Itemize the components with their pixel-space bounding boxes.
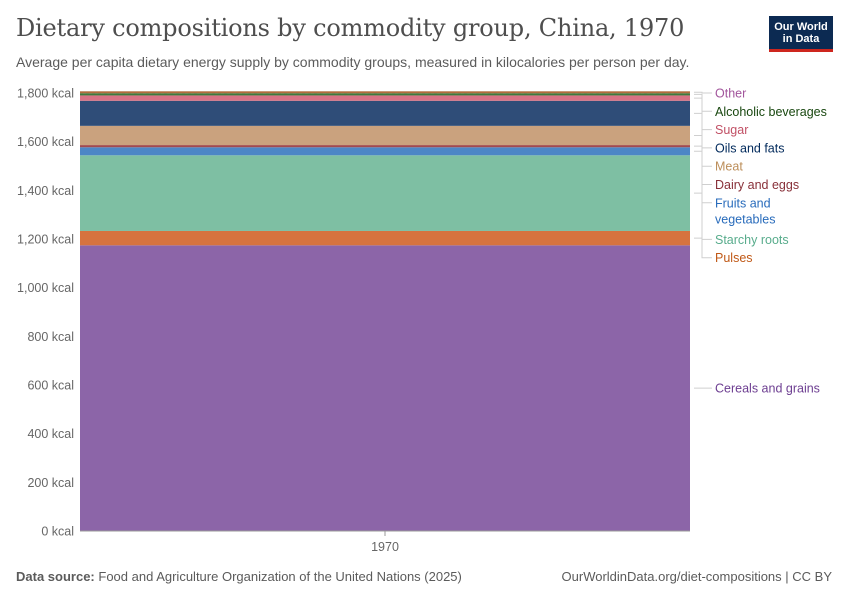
band-other[interactable] [80,91,690,94]
y-tick-label: 1,200 kcal [17,233,74,247]
y-tick-label: 1,000 kcal [17,281,74,295]
y-tick-label: 0 kcal [41,525,74,539]
legend-label-meat[interactable]: Meat [715,160,743,174]
band-oils-and-fats[interactable] [80,100,690,126]
leader-line-starchy-roots [694,192,712,240]
logo-line-1: Our World [774,21,828,33]
y-tick-label: 600 kcal [27,379,74,393]
leader-line-dairy-and-eggs [694,145,712,185]
x-tick-label: 1970 [371,540,399,554]
legend-label-fruits-and-vegetables[interactable]: vegetables [715,212,775,226]
y-tick-label: 1,600 kcal [17,135,74,149]
chart-title: Dietary compositions by commodity group,… [16,14,685,42]
legend-label-dairy-and-eggs[interactable]: Dairy and eggs [715,178,799,192]
leader-line-alcoholic-beverages [694,93,712,112]
data-source-label: Data source: [16,569,95,584]
legend-label-starchy-roots[interactable]: Starchy roots [715,233,789,247]
y-tick-label: 400 kcal [27,427,74,441]
band-sugar[interactable] [80,95,690,101]
owid-logo[interactable]: Our World in Data [769,16,833,52]
data-source: Data source: Food and Agriculture Organi… [16,569,462,584]
leader-line-other [694,91,712,94]
band-cereals-and-grains[interactable] [80,245,690,531]
leader-line-sugar [694,97,712,131]
band-alcoholic-beverages[interactable] [80,93,690,96]
y-tick-label: 200 kcal [27,476,74,490]
band-meat[interactable] [80,125,690,146]
legend-label-oils-and-fats[interactable]: Oils and fats [715,141,784,155]
legend-label-cereals-and-grains[interactable]: Cereals and grains [715,382,820,396]
y-tick-label: 1,800 kcal [17,87,74,101]
leader-line-fruits-and-vegetables [694,150,712,204]
band-fruits-and-vegetables[interactable] [80,147,690,156]
y-tick-label: 1,400 kcal [17,184,74,198]
source-url-link[interactable]: OurWorldinData.org/diet-compositions | C… [561,569,832,584]
band-pulses[interactable] [80,230,690,246]
logo-line-2: in Data [782,33,820,45]
legend-label-sugar[interactable]: Sugar [715,123,748,137]
legend-label-alcoholic-beverages[interactable]: Alcoholic beverages [715,105,827,119]
legend-label-fruits-and-vegetables[interactable]: Fruits and [715,196,771,210]
leader-line-pulses [694,237,712,259]
band-dairy-and-eggs[interactable] [80,145,690,148]
data-source-text: Food and Agriculture Organization of the… [98,569,462,584]
chart-subtitle: Average per capita dietary energy supply… [16,54,690,70]
legend-label-other[interactable]: Other [715,87,746,101]
y-tick-label: 800 kcal [27,330,74,344]
band-starchy-roots[interactable] [80,155,690,231]
legend-label-pulses[interactable]: Pulses [715,251,753,265]
leader-line-oils-and-fats [694,112,712,149]
